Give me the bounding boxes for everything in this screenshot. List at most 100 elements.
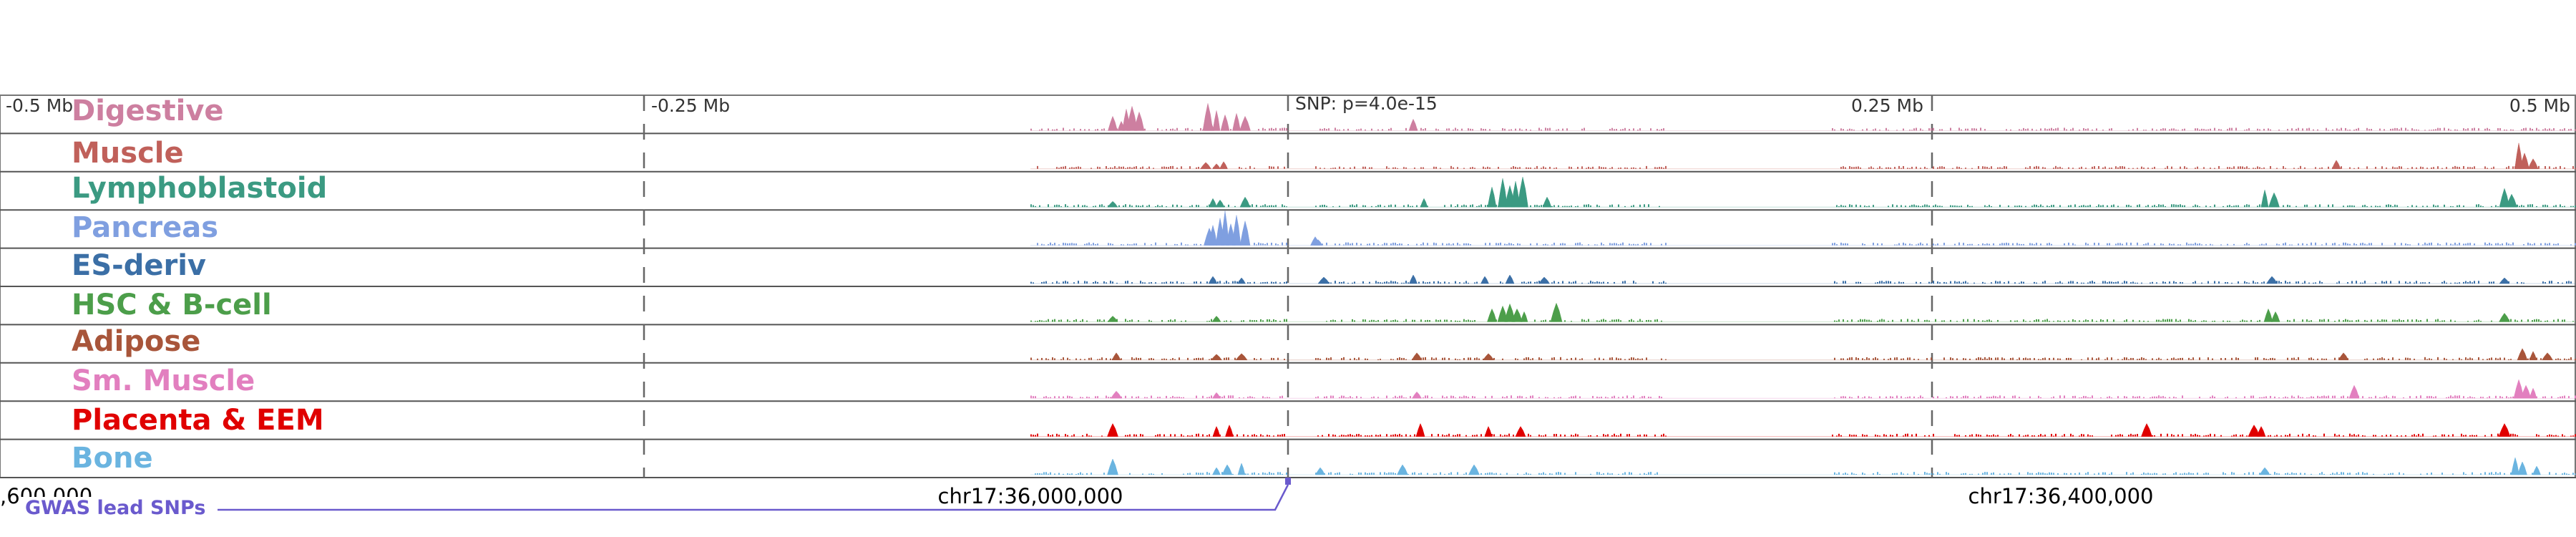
signal-noise-bar — [1444, 435, 1445, 437]
signal-noise-bar — [1551, 282, 1553, 284]
signal-noise-bar — [1564, 205, 1566, 208]
signal-noise-bar — [2126, 357, 2127, 360]
signal-noise-bar — [1870, 166, 1872, 169]
signal-noise-bar — [2160, 204, 2162, 208]
signal-noise-bar — [2414, 434, 2415, 437]
signal-noise-bar — [2349, 320, 2351, 322]
signal-noise-bar — [1463, 395, 1465, 399]
signal-noise-bar — [1562, 128, 1563, 131]
signal-noise-bar — [1954, 243, 1956, 246]
signal-noise-bar — [2289, 281, 2290, 284]
signal-noise-bar — [2302, 433, 2303, 437]
signal-noise-bar — [2547, 243, 2548, 246]
signal-noise-bar — [2508, 243, 2509, 246]
signal-noise-bar — [2431, 359, 2432, 360]
signal-noise-bar — [2165, 319, 2166, 322]
signal-noise-bar — [1982, 358, 1984, 360]
signal-noise-bar — [2210, 128, 2211, 131]
signal-noise-bar — [1282, 127, 1283, 131]
signal-noise-bar — [1558, 281, 1559, 284]
signal-noise-bar — [2259, 204, 2260, 208]
signal-peak — [2268, 192, 2280, 208]
signal-noise-bar — [1631, 319, 1632, 322]
signal-noise-bar — [2484, 166, 2486, 169]
signal-noise-bar — [1969, 473, 1971, 475]
signal-noise-bar — [2253, 281, 2254, 284]
signal-noise-bar — [1614, 433, 1615, 437]
signal-noise-bar — [1386, 243, 1387, 246]
signal-noise-bar — [1851, 397, 1853, 399]
signal-noise-bar — [2019, 129, 2020, 131]
signal-noise-bar — [2484, 472, 2486, 475]
signal-noise-bar — [2214, 434, 2215, 437]
signal-noise-bar — [2203, 320, 2205, 322]
signal-noise-bar — [1624, 127, 1626, 131]
signal-noise-bar — [1838, 433, 1840, 437]
signal-noise-bar — [2384, 358, 2385, 360]
signal-noise-bar — [2435, 435, 2436, 437]
signal-noise-bar — [2162, 396, 2164, 399]
signal-noise-bar — [2246, 129, 2248, 131]
signal-noise-bar — [2414, 359, 2415, 360]
signal-noise-bar — [1840, 358, 1842, 360]
signal-noise-bar — [2510, 472, 2512, 475]
signal-noise-bar — [1472, 396, 1473, 399]
signal-peak — [1317, 276, 1330, 284]
signal-noise-bar — [1502, 127, 1503, 131]
signal-noise-bar — [2364, 205, 2366, 208]
signal-noise-bar — [1986, 358, 1988, 360]
signal-noise-bar — [2566, 473, 2567, 475]
track-label-placenta-eem: Placenta & EEM — [72, 404, 324, 437]
signal-noise-bar — [2489, 243, 2490, 246]
signal-noise-bar — [1474, 435, 1475, 437]
signal-noise-bar — [2401, 320, 2402, 322]
signal-noise-bar — [1652, 281, 1654, 284]
signal-noise-bar — [2001, 357, 2003, 360]
signal-noise-bar — [1571, 435, 1572, 437]
signal-noise-bar — [2210, 397, 2211, 399]
signal-noise-bar — [2452, 244, 2454, 246]
signal-noise-bar — [2306, 243, 2308, 246]
signal-noise-bar — [2244, 281, 2245, 284]
signal-noise-bar — [2302, 319, 2303, 322]
signal-noise-bar — [1528, 357, 1529, 360]
signal-noise-bar — [2547, 320, 2548, 322]
signal-noise-bar — [2454, 395, 2456, 399]
signal-noise-bar — [1129, 320, 1131, 322]
signal-noise-bar — [1536, 243, 1538, 246]
signal-noise-bar — [1845, 473, 1846, 475]
signal-noise-bar — [1247, 435, 1249, 437]
signal-noise-bar — [2220, 244, 2222, 246]
signal-noise-bar — [1560, 357, 1561, 360]
signal-noise-bar — [1901, 396, 1902, 399]
signal-noise-bar — [1260, 434, 1262, 437]
signal-noise-bar — [2068, 281, 2069, 284]
signal-noise-bar — [2057, 358, 2059, 360]
signal-noise-bar — [1868, 205, 1870, 208]
signal-noise-bar — [1474, 282, 1475, 284]
signal-noise-bar — [2319, 319, 2321, 322]
signal-noise-bar — [1099, 204, 1101, 208]
signal-noise-bar — [1519, 395, 1521, 399]
signal-noise-bar — [2049, 358, 2050, 360]
signal-noise-bar — [2240, 435, 2241, 437]
signal-noise-bar — [2373, 435, 2374, 437]
gwas-snp-marker[interactable] — [1285, 478, 1291, 485]
signal-noise-bar — [1937, 205, 1938, 208]
signal-noise-bar — [2285, 473, 2286, 475]
signal-noise-bar — [1650, 243, 1652, 246]
signal-noise-bar — [1172, 395, 1174, 399]
signal-noise-bar — [1631, 205, 1632, 208]
signal-noise-bar — [2321, 167, 2323, 169]
signal-noise-bar — [1052, 434, 1053, 437]
signal-noise-bar — [1350, 243, 1351, 246]
signal-noise-bar — [1568, 281, 1570, 284]
signal-noise-bar — [2059, 281, 2061, 284]
signal-noise-bar — [1058, 168, 1060, 169]
signal-noise-bar — [2375, 205, 2376, 208]
signal-noise-bar — [1989, 397, 1990, 399]
signal-noise-bar — [1335, 320, 1336, 322]
signal-noise-bar — [2192, 243, 2194, 246]
signal-noise-bar — [2375, 435, 2376, 437]
signal-noise-bar — [1599, 166, 1600, 169]
